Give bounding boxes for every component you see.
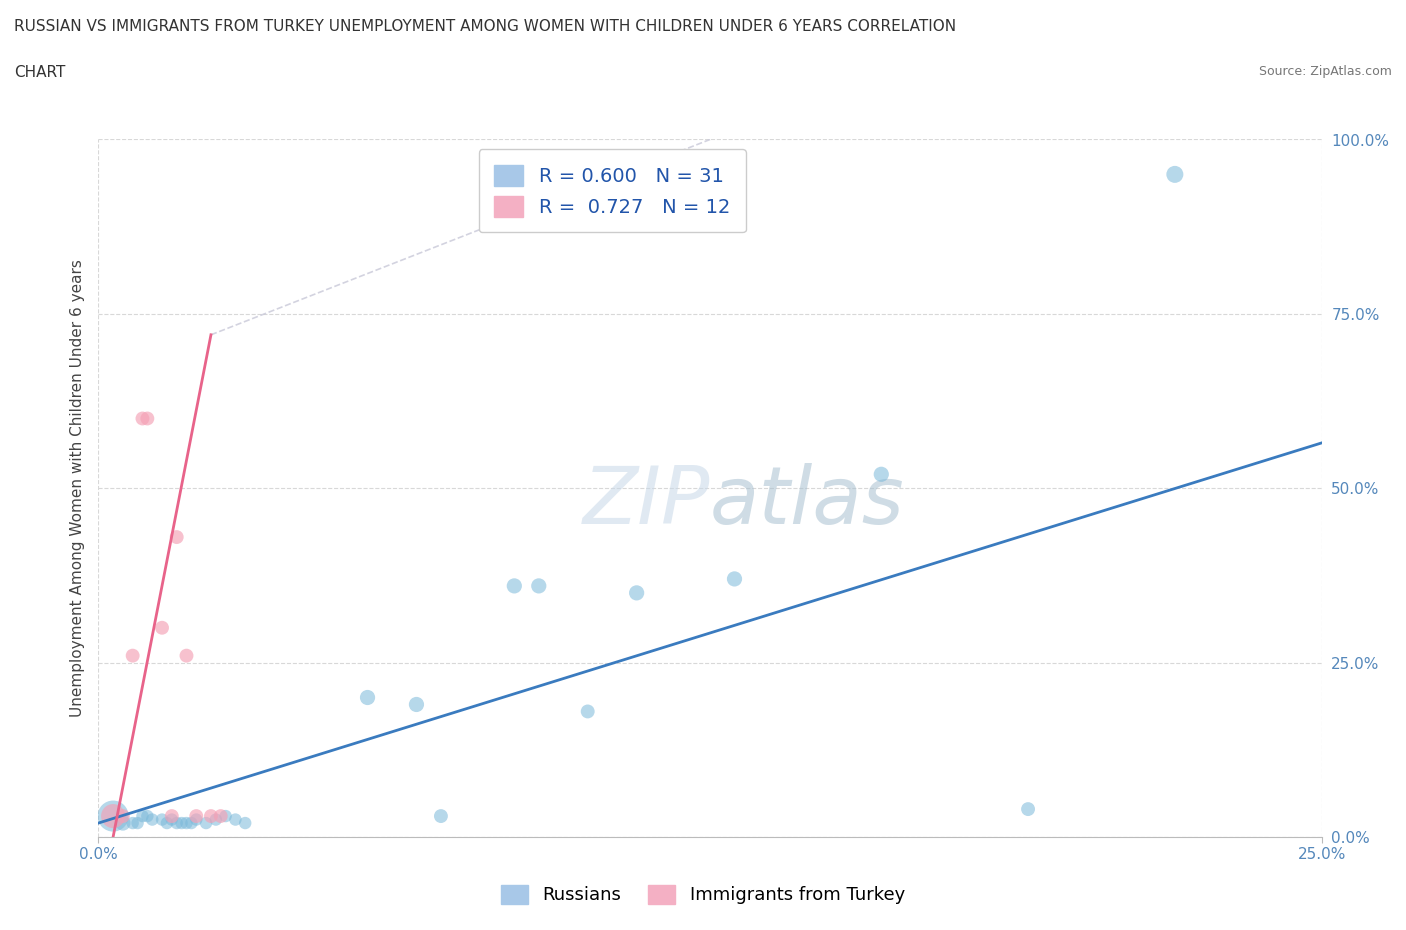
- Point: [200, 809, 222, 824]
- Point: [186, 809, 208, 824]
- Y-axis label: Unemployment Among Women with Children Under 6 years: Unemployment Among Women with Children U…: [69, 259, 84, 717]
- Point: [233, 816, 256, 830]
- Point: [205, 812, 228, 827]
- Point: [141, 812, 163, 827]
- Point: [527, 578, 550, 593]
- Point: [1164, 167, 1187, 182]
- Legend: R = 0.600   N = 31, R =  0.727   N = 12: R = 0.600 N = 31, R = 0.727 N = 12: [478, 149, 745, 232]
- Point: [176, 816, 198, 830]
- Point: [214, 809, 236, 824]
- Point: [176, 648, 198, 663]
- Point: [430, 809, 453, 824]
- Point: [166, 816, 188, 830]
- Point: [150, 620, 173, 635]
- Point: [136, 411, 159, 426]
- Point: [209, 809, 232, 824]
- Point: [160, 809, 183, 824]
- Point: [101, 809, 124, 824]
- Point: [121, 816, 143, 830]
- Point: [127, 816, 149, 830]
- Text: Source: ZipAtlas.com: Source: ZipAtlas.com: [1258, 65, 1392, 78]
- Point: [170, 816, 193, 830]
- Point: [405, 698, 427, 712]
- Point: [180, 816, 202, 830]
- Text: atlas: atlas: [710, 463, 905, 541]
- Point: [195, 816, 218, 830]
- Point: [186, 812, 208, 827]
- Point: [111, 809, 134, 824]
- Point: [626, 586, 648, 601]
- Point: [723, 571, 745, 587]
- Point: [131, 809, 153, 824]
- Text: ZIP: ZIP: [582, 463, 710, 541]
- Text: RUSSIAN VS IMMIGRANTS FROM TURKEY UNEMPLOYMENT AMONG WOMEN WITH CHILDREN UNDER 6: RUSSIAN VS IMMIGRANTS FROM TURKEY UNEMPL…: [14, 19, 956, 33]
- Point: [224, 812, 246, 827]
- Point: [166, 530, 188, 545]
- Point: [131, 411, 153, 426]
- Point: [121, 648, 143, 663]
- Point: [870, 467, 893, 482]
- Point: [1017, 802, 1039, 817]
- Point: [503, 578, 526, 593]
- Text: CHART: CHART: [14, 65, 66, 80]
- Legend: Russians, Immigrants from Turkey: Russians, Immigrants from Turkey: [494, 877, 912, 911]
- Point: [356, 690, 378, 705]
- Point: [101, 809, 124, 824]
- Point: [111, 816, 134, 830]
- Point: [136, 809, 159, 824]
- Point: [160, 812, 183, 827]
- Point: [150, 812, 173, 827]
- Point: [156, 816, 179, 830]
- Point: [576, 704, 599, 719]
